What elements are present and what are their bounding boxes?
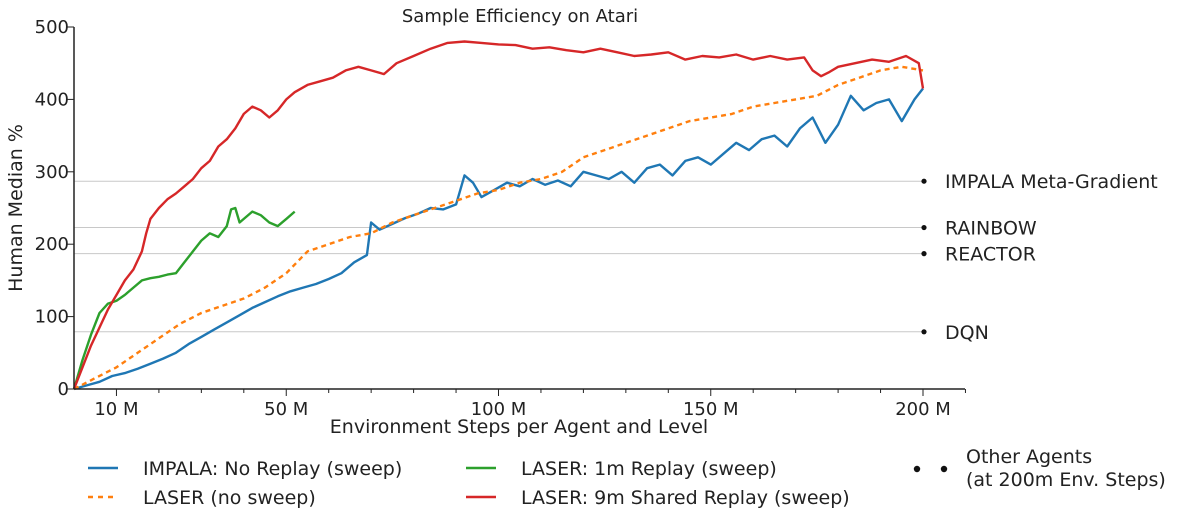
reference-label: REACTOR xyxy=(945,244,1036,266)
x-axis-label: Environment Steps per Agent and Level xyxy=(330,416,708,438)
x-tick-label: 100 M xyxy=(471,399,527,420)
y-axis-label: Human Median % xyxy=(5,124,27,292)
y-tick-label: 100 xyxy=(35,307,69,328)
reference-point xyxy=(921,224,927,231)
y-tick-label: 300 xyxy=(35,162,69,183)
y-tick-label: 0 xyxy=(58,379,69,400)
reference-markers: IMPALA Meta-Gradient RAINBOW REACTOR DQN xyxy=(921,171,1158,344)
legend-marker xyxy=(913,465,921,473)
reference-point xyxy=(921,251,927,257)
legend-marker xyxy=(940,465,948,473)
legend-label: LASER: 9m Shared Replay (sweep) xyxy=(521,487,850,509)
reference-point xyxy=(921,329,927,335)
ticks: 10 M 50 M 100 M 150 M 200 M 0 100 200 300 400 500 xyxy=(35,17,966,420)
series-line-3 xyxy=(72,206,296,390)
reference-label: IMPALA Meta-Gradient xyxy=(945,171,1158,193)
x-tick-label: 10 M xyxy=(94,399,138,420)
y-tick-label: 500 xyxy=(35,17,69,38)
x-tick-label: 200 M xyxy=(895,399,951,420)
series-line-1 xyxy=(73,87,924,391)
reference-lines xyxy=(74,180,923,333)
y-tick-label: 200 xyxy=(35,234,69,255)
reference-point xyxy=(921,178,927,184)
axes xyxy=(73,27,965,390)
legend: IMPALA: No Replay (sweep) LASER (no sweep… xyxy=(88,446,1166,509)
series-line-2 xyxy=(73,65,924,391)
legend-label: LASER: 1m Replay (sweep) xyxy=(521,458,777,480)
series-line-4 xyxy=(72,40,925,390)
legend-label: LASER (no sweep) xyxy=(143,487,316,509)
legend-label: IMPALA: No Replay (sweep) xyxy=(143,458,402,480)
series-layer xyxy=(72,40,925,391)
chart-title: Sample Efficiency on Atari xyxy=(402,6,638,27)
reference-label: RAINBOW xyxy=(945,218,1037,240)
x-tick-label: 150 M xyxy=(683,399,739,420)
x-tick-label: 50 M xyxy=(264,399,308,420)
other-agents-label: Other Agents xyxy=(966,446,1092,468)
reference-label: DQN xyxy=(945,322,989,344)
y-tick-label: 400 xyxy=(35,89,69,110)
other-agents-sublabel: (at 200m Env. Steps) xyxy=(966,469,1166,491)
